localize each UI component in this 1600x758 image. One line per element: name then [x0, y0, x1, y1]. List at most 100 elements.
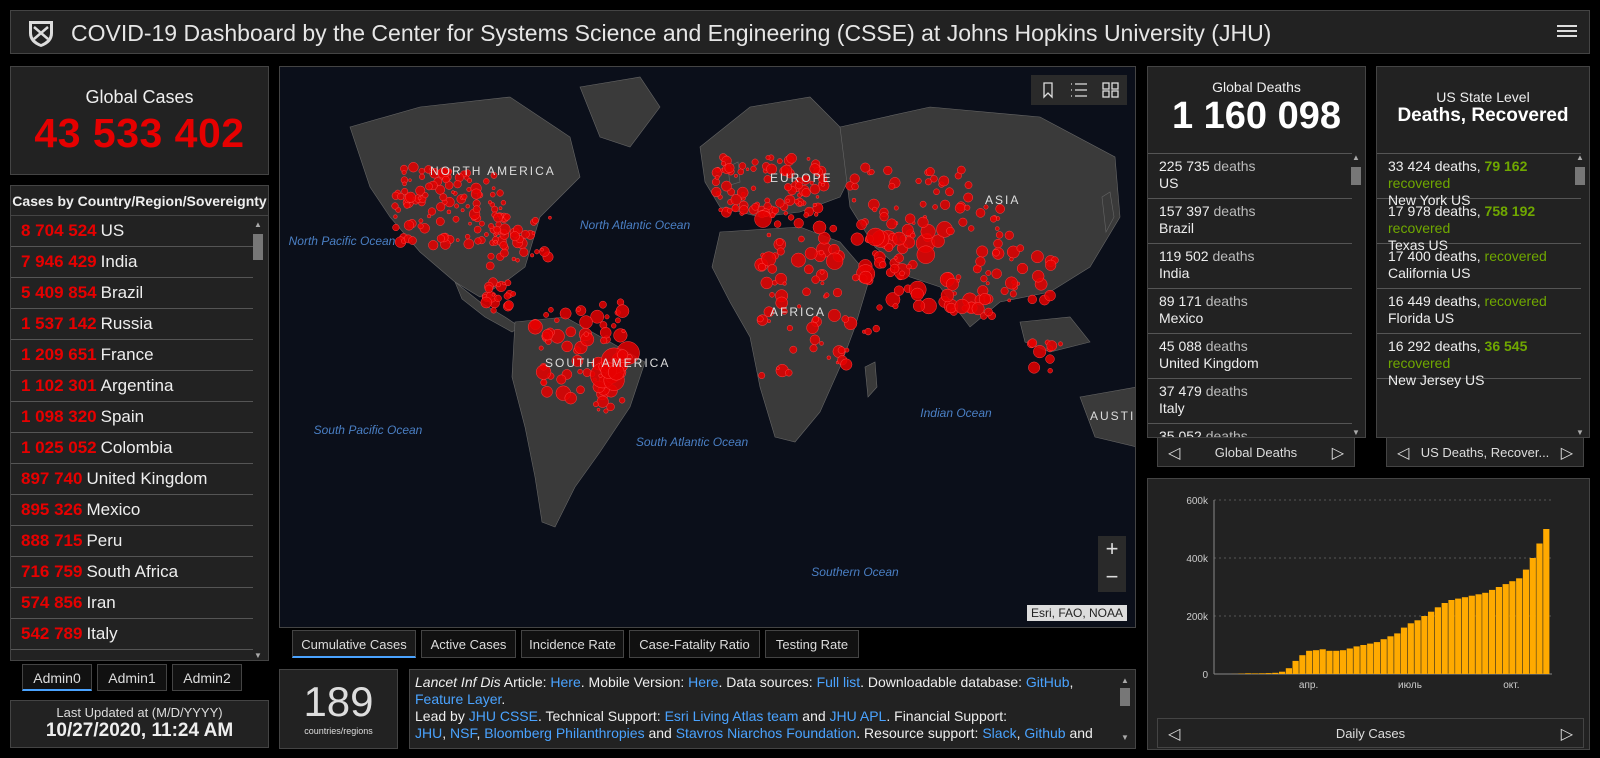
case-bubble[interactable]	[489, 191, 496, 198]
case-bubble[interactable]	[803, 212, 809, 218]
country-list-item[interactable]: 897 740 United Kingdom	[11, 464, 253, 495]
case-bubble[interactable]	[593, 401, 599, 408]
deaths-list-item[interactable]: 35 052 deaths	[1148, 424, 1352, 439]
country-list-scrollbar[interactable]: ▲ ▼	[253, 220, 263, 660]
case-bubble[interactable]	[912, 299, 926, 312]
case-bubble[interactable]	[583, 331, 589, 337]
case-bubble[interactable]	[1047, 368, 1053, 374]
case-bubble[interactable]	[760, 276, 773, 290]
country-list-item[interactable]: 1 537 142 Russia	[11, 309, 253, 340]
case-bubble[interactable]	[487, 252, 495, 260]
case-bubble[interactable]	[756, 315, 764, 323]
case-bubble[interactable]	[829, 224, 838, 233]
state-list-item[interactable]: 17 400 deaths, recovered California US	[1377, 244, 1581, 289]
case-bubble[interactable]	[769, 292, 775, 298]
world-map-canvas[interactable]: NORTH AMERICA SOUTH AMERICA EUROPE AFRIC…	[280, 67, 1136, 628]
case-bubble[interactable]	[775, 238, 784, 246]
case-bubble[interactable]	[804, 247, 818, 260]
case-bubble[interactable]	[791, 252, 806, 268]
case-bubble[interactable]	[571, 355, 584, 367]
previous-icon[interactable]: ◁	[1397, 445, 1410, 462]
case-bubble[interactable]	[739, 205, 749, 215]
legend-list-icon[interactable]	[1071, 83, 1087, 97]
case-bubble[interactable]	[954, 298, 970, 314]
case-bubble[interactable]	[417, 196, 422, 201]
case-bubble[interactable]	[488, 223, 495, 230]
case-bubble[interactable]	[724, 162, 735, 173]
case-bubble[interactable]	[811, 275, 820, 284]
case-bubble[interactable]	[401, 170, 407, 175]
case-bubble[interactable]	[1028, 338, 1038, 348]
case-bubble[interactable]	[754, 210, 772, 228]
case-bubble[interactable]	[751, 203, 760, 211]
case-bubble[interactable]	[892, 303, 899, 310]
case-bubble[interactable]	[726, 207, 733, 214]
case-bubble[interactable]	[1032, 270, 1045, 283]
case-bubble[interactable]	[737, 168, 745, 176]
case-bubble[interactable]	[1058, 341, 1063, 347]
case-bubble[interactable]	[599, 300, 607, 309]
case-bubble[interactable]	[840, 358, 853, 371]
case-bubble[interactable]	[763, 175, 772, 184]
case-bubble[interactable]	[608, 364, 625, 381]
case-bubble[interactable]	[780, 164, 793, 177]
next-icon[interactable]: ▷	[1560, 445, 1573, 462]
state-list-item[interactable]: 16 292 deaths, 36 545 recovered New Jerse…	[1377, 334, 1581, 388]
case-bubble[interactable]	[963, 192, 974, 203]
case-bubble[interactable]	[418, 167, 425, 175]
case-bubble[interactable]	[841, 315, 850, 323]
previous-icon[interactable]: ◁	[1168, 445, 1181, 462]
case-bubble[interactable]	[444, 181, 454, 190]
deaths-list-item[interactable]: 119 502 deaths India	[1148, 244, 1352, 289]
case-bubble[interactable]	[451, 190, 455, 195]
case-bubble[interactable]	[856, 219, 867, 230]
case-bubble[interactable]	[491, 186, 496, 191]
case-bubble[interactable]	[600, 337, 608, 345]
case-bubble[interactable]	[455, 238, 460, 242]
case-bubble[interactable]	[964, 204, 971, 211]
state-list-item[interactable]: 33 424 deaths, 79 162 recovered New York …	[1377, 154, 1581, 208]
case-bubble[interactable]	[786, 325, 793, 332]
case-bubble[interactable]	[465, 204, 470, 209]
case-bubble[interactable]	[733, 173, 738, 178]
case-bubble[interactable]	[496, 189, 504, 197]
case-bubble[interactable]	[879, 212, 889, 222]
full-list-link[interactable]: Full list	[816, 674, 861, 690]
case-bubble[interactable]	[919, 200, 927, 208]
deaths-list-item[interactable]: 45 088 deaths United Kingdom	[1148, 334, 1352, 379]
bookmark-icon[interactable]	[1043, 82, 1053, 99]
case-bubble[interactable]	[826, 355, 831, 360]
jhu-csse-link[interactable]: JHU CSSE	[468, 708, 538, 724]
case-bubble[interactable]	[403, 220, 415, 231]
state-list-item[interactable]: 17 978 deaths, 758 192 recovered Texas US	[1377, 199, 1581, 253]
previous-icon[interactable]: ◁	[1168, 726, 1181, 743]
case-bubble[interactable]	[872, 324, 880, 333]
case-bubble[interactable]	[415, 185, 426, 196]
case-bubble[interactable]	[837, 346, 846, 354]
case-bubble[interactable]	[418, 218, 424, 224]
case-bubble[interactable]	[454, 203, 460, 209]
case-bubble[interactable]	[906, 263, 912, 270]
country-list-item[interactable]: 542 789 Italy	[11, 619, 253, 650]
case-bubble[interactable]	[1009, 290, 1017, 298]
case-bubble[interactable]	[521, 230, 530, 239]
case-bubble[interactable]	[818, 231, 831, 245]
case-bubble[interactable]	[576, 306, 581, 312]
case-bubble[interactable]	[541, 329, 554, 341]
case-bubble[interactable]	[494, 294, 502, 303]
case-bubble[interactable]	[442, 175, 450, 184]
case-bubble[interactable]	[932, 204, 938, 210]
case-bubble[interactable]	[493, 212, 503, 223]
feature-layer-link[interactable]: Feature Layer	[415, 691, 502, 707]
case-bubble[interactable]	[889, 263, 900, 274]
case-bubble[interactable]	[819, 341, 824, 346]
case-bubble[interactable]	[425, 182, 433, 191]
case-bubble[interactable]	[785, 369, 793, 377]
case-bubble[interactable]	[538, 345, 544, 351]
tab-admin0[interactable]: Admin0	[22, 664, 92, 691]
case-bubble[interactable]	[905, 213, 916, 224]
next-icon[interactable]: ▷	[1560, 726, 1573, 743]
case-bubble[interactable]	[548, 215, 552, 220]
tab-admin1[interactable]: Admin1	[97, 664, 167, 691]
case-bubble[interactable]	[978, 293, 991, 306]
